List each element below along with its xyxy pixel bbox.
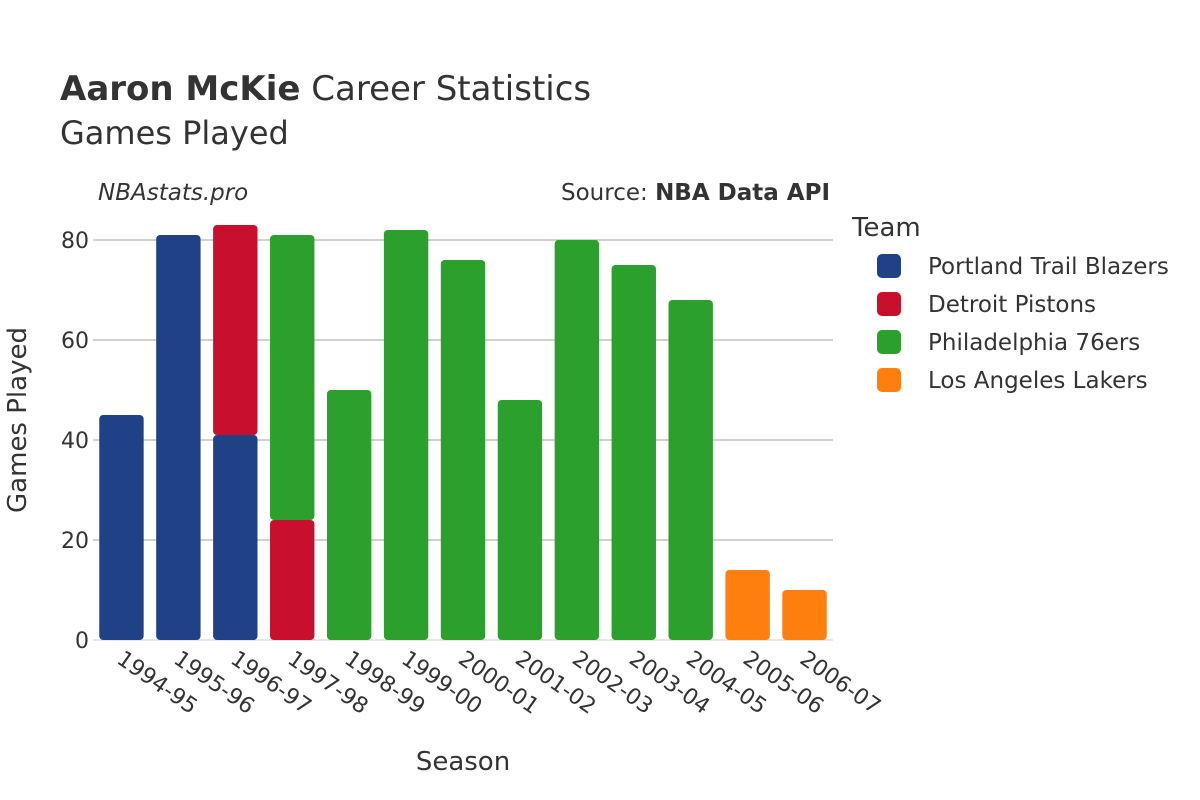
bar-segment — [611, 265, 656, 640]
bar-segment — [554, 240, 600, 640]
x-axis-label: Season — [416, 747, 510, 777]
legend-swatch — [877, 368, 901, 392]
source-name: NBA Data API — [655, 180, 830, 206]
source-prefix: Source: — [561, 180, 655, 206]
y-tick-label: 0 — [75, 629, 89, 654]
y-tick-label: 60 — [61, 329, 89, 354]
legend-label: Detroit Pistons — [928, 292, 1096, 318]
y-tick-labels: 0 20 40 60 80 — [61, 229, 89, 654]
bar-segment — [497, 400, 543, 640]
legend-label: Philadelphia 76ers — [928, 330, 1140, 356]
y-tick-label: 20 — [61, 529, 89, 554]
chart-title: Aaron McKie Career Statistics — [60, 69, 591, 109]
legend-label: Los Angeles Lakers — [928, 368, 1148, 394]
legend-swatch — [877, 254, 901, 278]
bar-segment — [440, 260, 486, 640]
legend-swatch — [877, 292, 901, 316]
legend-swatch — [877, 330, 901, 354]
chart-subtitle: Games Played — [60, 114, 289, 152]
chart-title-player: Aaron McKie — [60, 69, 300, 109]
bar-segment — [99, 415, 144, 640]
legend-label: Portland Trail Blazers — [928, 254, 1169, 280]
bar-segment — [270, 520, 315, 640]
bar-segment — [156, 235, 201, 640]
bar-segment — [782, 590, 827, 640]
bar-segment — [270, 235, 315, 520]
source-credit: Source: NBA Data API — [561, 180, 830, 206]
bar-segment — [326, 390, 372, 640]
bar-segment — [383, 230, 429, 640]
y-axis-label: Games Played — [3, 327, 33, 513]
legend: Portland Trail Blazers Detroit Pistons Phi… — [877, 254, 1169, 394]
bar-segment — [213, 435, 258, 640]
y-tick-label: 80 — [61, 229, 89, 254]
y-tick-label: 40 — [61, 429, 89, 454]
bar-segment — [725, 570, 770, 640]
bars — [99, 225, 827, 640]
chart-title-rest: Career Statistics — [300, 69, 591, 109]
watermark: NBAstats.pro — [98, 180, 248, 206]
bar-segment — [213, 225, 258, 435]
bar-segment — [668, 300, 713, 640]
legend-title: Team — [851, 213, 921, 243]
x-tick-labels: 1994-951995-961996-971997-981998-991999-… — [112, 646, 885, 719]
